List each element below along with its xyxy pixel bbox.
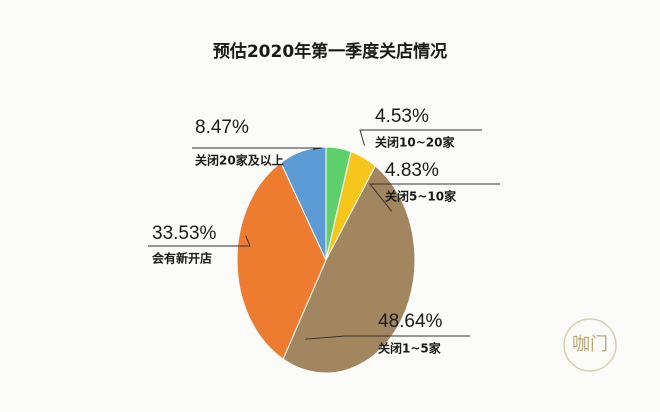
data-label: 48.64% [378, 311, 443, 332]
watermark: 咖门 [572, 334, 608, 355]
leader-line [304, 335, 470, 340]
pie-slice [280, 146, 327, 261]
watermark-circle [563, 318, 617, 372]
leader-line [368, 183, 500, 212]
pie-slice [236, 161, 327, 360]
chart-title: 预估2020年第一季度关店情况 [213, 41, 447, 62]
leader-line [192, 147, 323, 150]
data-label: 4.53% [375, 106, 429, 127]
leader-line [148, 235, 251, 247]
pie-slice [282, 165, 416, 374]
data-label: 33.53% [152, 223, 217, 244]
category-label: 会有新开店 [152, 251, 212, 266]
category-label: 关闭1~5家 [378, 341, 442, 356]
category-label: 关闭20家及以上 [195, 153, 284, 168]
data-label: 4.83% [385, 160, 439, 181]
category-label: 关闭10~20家 [375, 135, 455, 150]
leader-line [359, 129, 482, 146]
category-label: 关闭5~10家 [385, 189, 457, 204]
data-label: 8.47% [195, 117, 249, 138]
